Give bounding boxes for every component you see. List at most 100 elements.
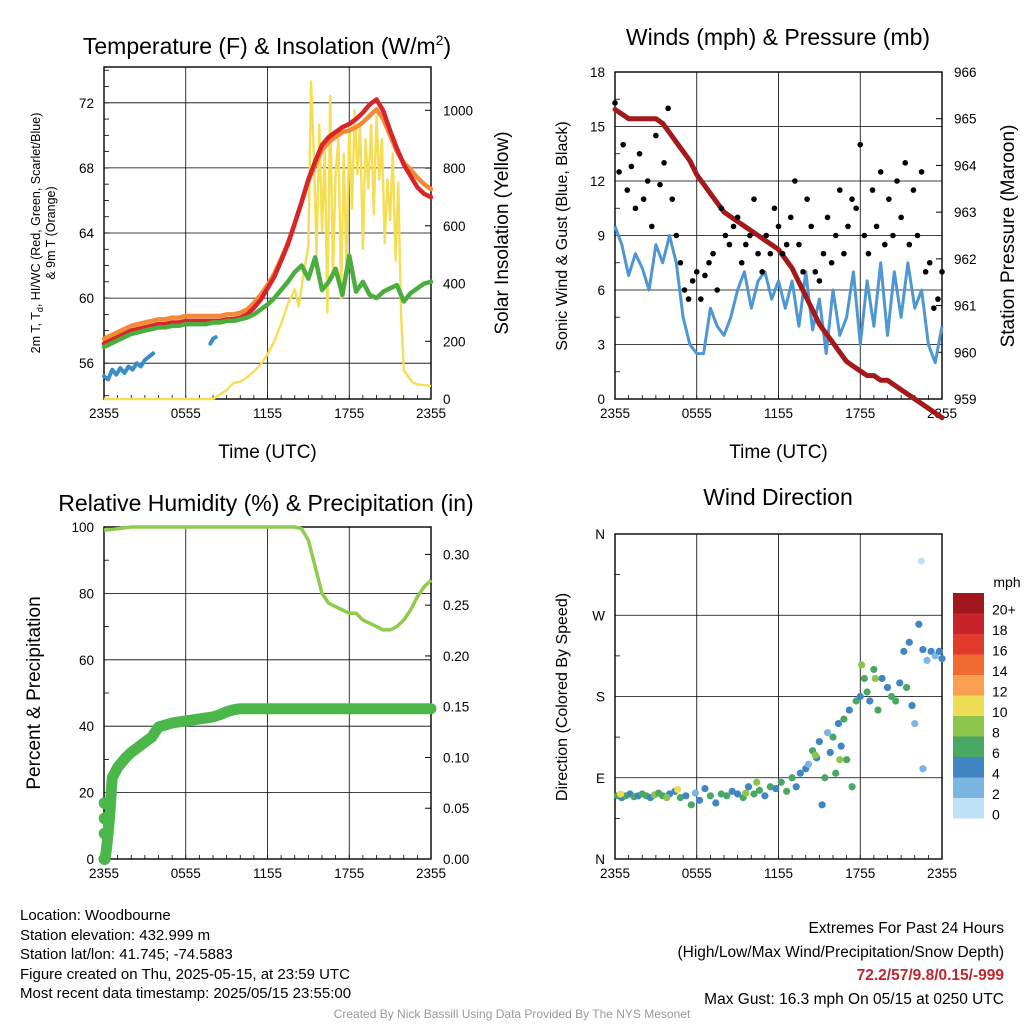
y-tick-label: 60 [79,653,94,668]
direction-point [766,783,774,791]
station-location: Location: Woodbourne [20,907,171,924]
legend-label: 0 [992,806,1000,822]
gust-point [800,269,806,275]
direction-point [676,794,685,802]
y2-tick-label: 966 [954,65,977,80]
direction-point [917,557,926,565]
station-latlon: Station lat/lon: 41.745; -74.5883 [20,946,233,963]
gust-point [759,269,765,275]
legend-swatch [953,757,984,778]
direction-point [761,792,769,800]
y-tick-label: 60 [79,291,94,306]
recent-timestamp: Most recent data timestamp: 2025/05/15 2… [20,985,352,1002]
gust-point [902,160,909,166]
direction-point [837,742,845,750]
y-axis-label-subscript: d [35,307,45,312]
direction-point [804,760,813,768]
gust-point [873,223,880,230]
y-axis-label: Sonic Wind & Gust (Blue, Black) [554,121,571,350]
direction-point [919,765,927,773]
direction-point [811,751,819,759]
gust-point [906,241,913,248]
gust-point [689,278,696,284]
x-tick-label: 0555 [171,406,201,421]
gust-point [853,205,859,212]
direction-point [883,683,892,692]
gust-point [886,196,892,202]
legend-swatch [953,634,984,655]
gust-point [898,214,904,221]
x-tick-label: 2355 [416,866,446,881]
gust-point [763,232,770,239]
direction-point [843,756,851,764]
direction-point [840,715,848,723]
direction-point [878,674,886,683]
x-tick-label: 1155 [253,406,282,421]
gust-point [706,259,712,266]
y2-tick-label: 0.05 [443,801,469,816]
precip-point [98,812,111,825]
gust-point [877,169,884,175]
extremes-info: Extremes For Past 24 Hours (High/Low/Max… [678,917,1005,1011]
legend-swatch [953,716,984,737]
max-gust: Max Gust: 16.3 mph On 05/15 at 0250 UTC [704,990,1004,1008]
y2-tick-label: 961 [954,299,977,314]
temperature-panel: Temperature (F) & Insolation (W/m2) 2355… [29,32,513,463]
y2-tick-label: 1000 [443,103,473,118]
direction-point [826,748,834,757]
y2-tick-label: 965 [954,112,977,127]
y-tick-label: 15 [590,120,605,135]
gust-point [693,269,700,275]
y-tick-label: W [592,608,605,623]
x-tick-label: 1155 [764,406,793,421]
direction-point [742,789,750,797]
x-tick-label: 1755 [845,406,875,421]
gust-point [808,223,814,230]
direction-point [900,647,908,655]
direction-point [728,787,736,795]
legend-label: 14 [992,663,1008,679]
y-tick-label: 100 [71,520,94,535]
gust-point [681,287,688,293]
y2-axis-label: Solar Insolation (Yellow) [492,131,513,334]
gust-point [673,232,680,239]
direction-point [796,769,804,777]
y-tick-label: 64 [79,226,95,241]
direction-point [818,801,826,809]
y2-tick-label: 0.20 [443,649,469,664]
direction-point [858,661,866,669]
direction-point [723,792,731,800]
gust-point [783,241,790,248]
dewpoint-line [101,253,434,350]
gust-point [865,250,872,257]
y2-tick-label: 200 [443,334,466,349]
x-tick-label: 0555 [682,866,712,881]
gust-point [926,259,933,266]
gust-point [931,305,937,311]
direction-point [938,654,946,663]
direction-point [691,789,699,797]
direction-point [772,784,780,793]
y2-tick-label: 0.15 [443,700,469,715]
y-tick-label: N [595,852,605,867]
gust-point [792,178,798,184]
gust-point [861,232,868,239]
y-tick-label: 0 [86,852,94,867]
plot-frame [614,533,943,860]
precip-point [98,827,111,840]
direction-point [744,783,753,791]
direction-point [777,778,785,786]
gust-point [751,196,757,202]
title-end: ) [443,33,451,59]
gust-point [775,223,782,230]
y2-tick-label: 400 [443,277,466,292]
gust-point [816,278,823,284]
x-tick-label: 2355 [416,406,446,421]
gust-point [771,205,778,212]
direction-point [911,719,919,728]
x-tick-label: 2355 [89,866,119,881]
x-tick-label: 2355 [600,866,630,881]
legend-label: 20+ [992,601,1016,617]
gust-point [935,296,941,302]
y-tick-label: 3 [597,338,605,353]
